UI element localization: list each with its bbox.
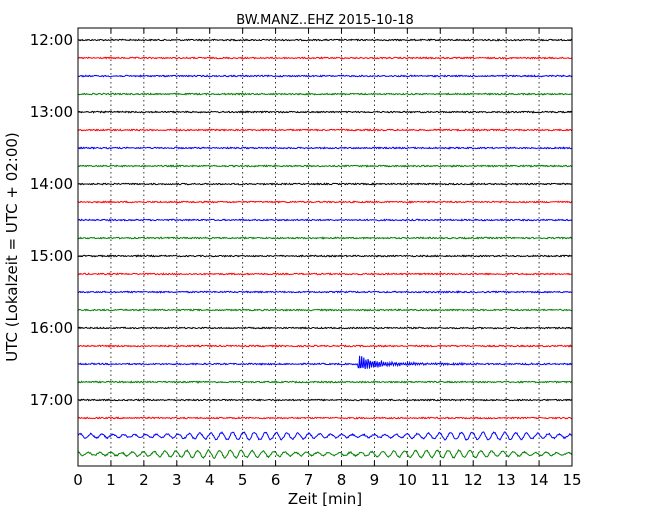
seismic-trace	[77, 398, 573, 402]
seismic-trace	[77, 290, 573, 294]
seismic-trace	[77, 74, 573, 78]
x-tick-label: 14	[530, 471, 549, 489]
seismic-trace	[77, 200, 573, 204]
x-tick-label: 0	[73, 471, 83, 489]
seismic-trace	[77, 272, 573, 276]
y-tick-label: 15:00	[30, 247, 73, 265]
seismic-trace	[77, 326, 573, 330]
seismic-trace	[78, 308, 572, 312]
seismic-trace	[77, 218, 573, 222]
x-axis: 0 1 2 3 4 5 6 7 8 9 10 11 12 13 14 15	[73, 28, 582, 489]
x-tick-label: 10	[398, 471, 417, 489]
seismic-trace	[77, 355, 573, 370]
x-tick-label: 3	[172, 471, 182, 489]
seismic-trace	[77, 448, 573, 460]
seismic-trace	[77, 38, 572, 42]
seismic-trace	[77, 146, 573, 150]
x-tick-label: 5	[238, 471, 248, 489]
seismic-trace	[77, 110, 573, 114]
y-tick-label: 16:00	[30, 319, 73, 337]
x-tick-label: 13	[497, 471, 516, 489]
y-tick-label: 12:00	[30, 31, 73, 49]
seismic-trace	[77, 344, 573, 348]
x-tick-label: 15	[562, 471, 581, 489]
chart-title: BW.MANZ..EHZ 2015-10-18	[236, 13, 414, 28]
x-tick-label: 8	[337, 471, 347, 489]
x-tick-label: 11	[431, 471, 450, 489]
x-tick-label: 2	[139, 471, 149, 489]
y-axis: 12:00 13:00 14:00 15:00 16:00 17:00	[30, 31, 572, 409]
seismic-trace	[77, 254, 573, 258]
seismic-trace	[77, 236, 573, 240]
x-tick-label: 6	[271, 471, 281, 489]
y-tick-label: 17:00	[30, 391, 73, 409]
seismic-trace	[77, 164, 572, 168]
seismic-trace	[77, 182, 573, 186]
seismic-trace	[77, 431, 573, 441]
grid	[110, 28, 540, 466]
x-tick-label: 9	[370, 471, 380, 489]
x-tick-label: 12	[464, 471, 483, 489]
seismic-trace	[77, 128, 573, 132]
y-tick-label: 13:00	[30, 103, 73, 121]
x-axis-label: Zeit [min]	[288, 490, 362, 508]
x-tick-label: 7	[304, 471, 314, 489]
seismic-trace	[77, 380, 573, 384]
plot-frame	[77, 27, 573, 467]
x-tick-label: 1	[106, 471, 116, 489]
seismic-trace	[77, 92, 572, 96]
y-axis-label: UTC (Lokalzeit = UTC + 02:00)	[3, 132, 21, 362]
x-tick-label: 4	[205, 471, 215, 489]
traces	[77, 38, 573, 460]
seismic-trace	[78, 56, 573, 60]
y-tick-label: 14:00	[30, 175, 73, 193]
seismic-trace	[77, 416, 573, 420]
